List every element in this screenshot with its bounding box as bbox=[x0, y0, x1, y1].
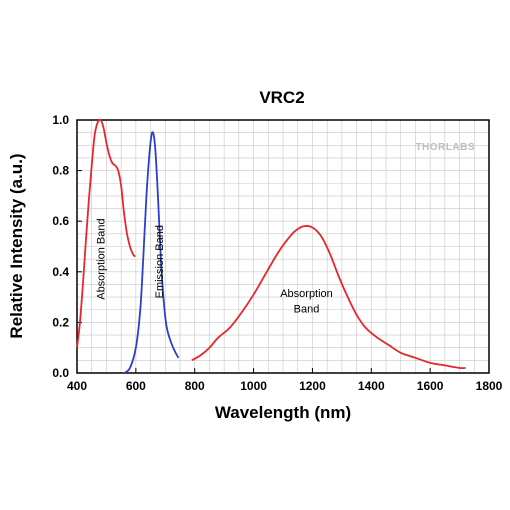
y-tick-label: 0.8 bbox=[52, 164, 69, 178]
y-tick-label: 0.0 bbox=[52, 366, 69, 380]
watermark: THORLABS bbox=[415, 142, 475, 153]
x-tick-label: 1400 bbox=[358, 379, 385, 393]
x-tick-label: 400 bbox=[67, 379, 87, 393]
y-tick-label: 0.6 bbox=[52, 214, 69, 228]
annotation-label: Band bbox=[294, 303, 320, 315]
x-tick-label: 800 bbox=[185, 379, 205, 393]
x-tick-label: 1800 bbox=[476, 379, 503, 393]
x-tick-label: 1600 bbox=[417, 379, 444, 393]
series-layer bbox=[76, 118, 466, 374]
annotation-label: Absorption Band bbox=[95, 218, 107, 299]
y-tick-label: 1.0 bbox=[52, 113, 69, 127]
annotation-label: Emission Band bbox=[154, 225, 166, 298]
x-axis: 400 600 800 1000 1200 1400 1600 1800 bbox=[67, 368, 503, 393]
chart-title: VRC2 bbox=[259, 88, 304, 107]
annotation-label: Absorption bbox=[280, 288, 333, 300]
y-axis-title: Relative Intensity (a.u.) bbox=[7, 153, 26, 338]
series-line-2 bbox=[123, 131, 180, 374]
y-axis: 0.0 0.2 0.4 0.6 0.8 1.0 bbox=[52, 113, 82, 380]
x-tick-label: 600 bbox=[126, 379, 146, 393]
y-tick-label: 0.4 bbox=[52, 265, 69, 279]
series-line-1 bbox=[76, 118, 136, 348]
plot-frame bbox=[76, 119, 490, 374]
annotations: Absorption Band Emission Band Absorption Ba… bbox=[95, 218, 332, 315]
y-tick-label: 0.2 bbox=[52, 315, 69, 329]
x-tick-label: 1200 bbox=[299, 379, 326, 393]
x-tick-label: 1000 bbox=[240, 379, 267, 393]
x-axis-title: Wavelength (nm) bbox=[215, 403, 351, 422]
series-line-3 bbox=[191, 225, 466, 370]
grid bbox=[76, 119, 490, 374]
